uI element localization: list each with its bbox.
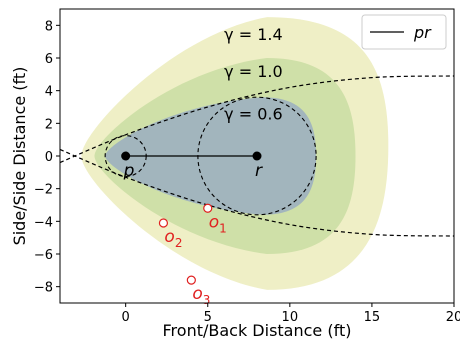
- x-axis-label: Front/Back Distance (ft): [163, 321, 352, 340]
- chart-labels: γ = 1.4 γ = 1.0 γ = 0.6: [224, 25, 283, 123]
- obstacle-2: [158, 218, 169, 228]
- obstacle-3: [186, 275, 196, 285]
- obstacle-label-letter: o: [192, 284, 202, 304]
- tangent-curve-upper: [60, 75, 454, 164]
- obstacle-label-subscript: 1: [219, 221, 227, 235]
- gamma-label-1: γ = 1.4: [224, 25, 283, 44]
- obstacle-label-letter: o: [164, 227, 174, 247]
- x-tick-label: 5: [204, 310, 212, 325]
- point-p: [121, 151, 131, 161]
- obstacle-label-subscript: 3: [203, 293, 211, 307]
- legend-label-pr: pr: [413, 23, 432, 42]
- chart-legend: pr: [361, 14, 447, 50]
- y-tick-label: 4: [45, 85, 53, 100]
- y-tick-label: −6: [34, 248, 53, 263]
- y-tick-label: 0: [45, 150, 53, 165]
- y-axis-label: Side/Side Distance (ft): [10, 67, 29, 246]
- tangent-curves: [60, 75, 454, 237]
- point-label-r: r: [255, 161, 263, 181]
- y-tick-label: 6: [45, 52, 53, 67]
- chart-axes: 0 5 10 15 20 −8 −6 −4 −2 0 2 4 6 8 Front/Back Distance…: [10, 8, 460, 340]
- y-tick-label: −2: [34, 183, 53, 198]
- y-tick-label: 2: [45, 117, 53, 132]
- x-tick-label: 20: [446, 310, 460, 325]
- gamma-label-2: γ = 1.0: [224, 62, 283, 81]
- point-label-p: p: [123, 161, 135, 181]
- obstacle-label-2: o2: [164, 227, 182, 250]
- x-tick-label: 15: [364, 310, 381, 325]
- y-tick-label: 8: [45, 19, 53, 34]
- obstacle-label-letter: o: [209, 212, 219, 232]
- point-r: [252, 151, 262, 161]
- obstacle-label-3: o3: [192, 284, 210, 307]
- x-tick-label: 10: [282, 310, 299, 325]
- obstacle-label-subscript: 2: [175, 236, 183, 250]
- tangent-curve-lower: [60, 148, 454, 237]
- obstacle-1: [203, 203, 213, 213]
- y-tick-label: −4: [34, 215, 53, 230]
- x-tick-label: 0: [122, 310, 130, 325]
- obstacle-label-1: o1: [209, 212, 227, 235]
- gamma-label-3: γ = 0.6: [224, 104, 283, 123]
- y-tick-label: −8: [34, 281, 53, 296]
